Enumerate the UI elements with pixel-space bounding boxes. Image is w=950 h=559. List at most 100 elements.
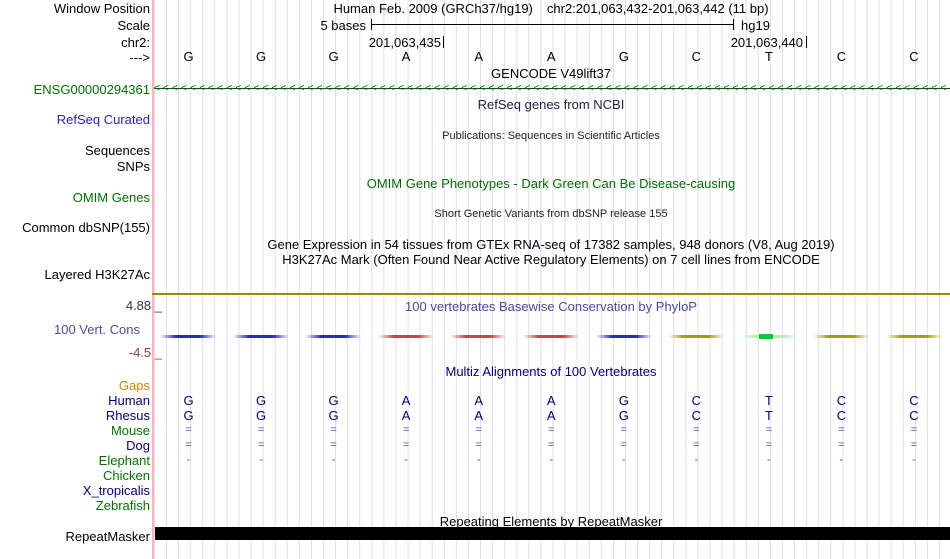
track-label-refseq-curated[interactable]: RefSeq Curated — [56, 112, 150, 127]
conservation-dash — [232, 335, 289, 338]
coordinate-tick-left — [443, 36, 444, 48]
base-letter: G — [255, 49, 267, 64]
track-left-edge-line — [152, 0, 154, 559]
species-label[interactable]: Rhesus — [105, 408, 150, 423]
alignment-cell: A — [401, 408, 411, 423]
base-letter: T — [764, 49, 773, 64]
alignment-cell: = — [765, 424, 773, 436]
alignment-cell: = — [475, 424, 482, 436]
alignment-cell: = — [257, 439, 265, 451]
alignment-cell: G — [183, 408, 194, 423]
label-window-position: Window Position — [53, 1, 150, 16]
alignment-cell: = — [838, 439, 845, 451]
alignment-cell: G — [618, 393, 629, 408]
track-label-omim-genes[interactable]: OMIM Genes — [72, 190, 150, 205]
alignment-cell: - — [767, 454, 771, 466]
species-label[interactable]: Human — [108, 393, 150, 408]
base-letter: G — [328, 49, 339, 64]
alignment-row-gaps[interactable]: Gaps — [0, 379, 950, 394]
track-title-refseq: RefSeq genes from NCBI — [477, 97, 625, 112]
alignment-cell: - — [476, 454, 481, 466]
base-letter: G — [618, 49, 629, 64]
alignment-cell: = — [257, 424, 265, 436]
conservation-min-value: -4.5 _ — [128, 345, 162, 360]
species-label[interactable]: Dog — [126, 438, 150, 453]
conservation-dash — [522, 335, 579, 338]
conservation-dash — [595, 335, 652, 338]
alignment-cell: = — [838, 424, 845, 436]
alignment-cell: = — [620, 439, 627, 451]
track-label-snps[interactable]: SNPs — [116, 159, 150, 174]
alignment-cell: - — [549, 454, 554, 466]
alignment-row-mouse[interactable]: Mouse = = = = = = = = = = = — [0, 424, 950, 439]
alignment-cell: A — [474, 408, 483, 423]
label-chromosome: chr2: — [121, 35, 150, 50]
scale-bar-line — [372, 24, 733, 25]
conservation-max-value: 4.88 _ — [125, 298, 162, 313]
alignment-cell: = — [620, 424, 627, 436]
alignment-row-x_tropicalis[interactable]: X_tropicalis — [0, 484, 950, 499]
alignment-cell: = — [693, 439, 700, 451]
alignment-cell: G — [255, 393, 267, 408]
track-label-gene-id[interactable]: ENSG00000294361 — [33, 82, 150, 97]
track-label-repeatmasker[interactable]: RepeatMasker — [65, 529, 150, 544]
species-label[interactable]: Chicken — [103, 468, 150, 483]
alignment-cell: G — [328, 408, 339, 423]
conservation-dash — [813, 335, 870, 338]
alignment-cell: G — [255, 408, 267, 423]
alignment-row-zebrafish[interactable]: Zebrafish — [0, 499, 950, 514]
base-letter: G — [183, 49, 194, 64]
track-title-repeatmasker: Repeating Elements by RepeatMasker — [439, 514, 663, 529]
base-letter: A — [401, 49, 411, 64]
alignment-cell: C — [836, 393, 847, 408]
alignment-cell: = — [548, 424, 555, 436]
gene-structure-line[interactable]: <<<<<<<<<<<<<<<<<<<<<<<<<<<<<<<<<<<<<<<<… — [154, 84, 950, 93]
track-title-gtex: Gene Expression in 54 tissues from GTEx … — [267, 237, 835, 252]
track-grid-background — [154, 0, 950, 559]
alignment-cell: = — [330, 424, 337, 436]
alignment-row-human[interactable]: Human G G G A A A G C T C C — [0, 394, 950, 409]
conservation-dash — [885, 335, 942, 338]
track-label-sequences[interactable]: Sequences — [84, 143, 150, 158]
species-label[interactable]: Elephant — [98, 453, 150, 468]
h3k27ac-baseline[interactable] — [152, 293, 950, 295]
assembly-name: Human Feb. 2009 (GRCh37/hg19) — [333, 1, 533, 16]
base-letter: C — [909, 49, 919, 64]
alignment-row-chicken[interactable]: Chicken — [0, 469, 950, 484]
species-label[interactable]: X_tropicalis — [82, 483, 150, 498]
alignment-cell: = — [910, 424, 918, 436]
alignment-row-elephant[interactable]: Elephant - - - - - - - - - - - — [0, 454, 950, 469]
alignment-cell: = — [402, 439, 410, 451]
alignment-row-dog[interactable]: Dog = = = = = = = = = = = — [0, 439, 950, 454]
alignment-cell: G — [328, 393, 339, 408]
track-label-layered-h3k27ac[interactable]: Layered H3K27Ac — [44, 267, 150, 282]
alignment-cell: = — [693, 424, 700, 436]
species-label[interactable]: Zebrafish — [95, 498, 150, 513]
base-letter: A — [474, 49, 483, 64]
alignment-cell: T — [764, 393, 773, 408]
alignment-cell: - — [186, 454, 191, 466]
alignment-cell: = — [185, 439, 192, 451]
alignment-cell: = — [402, 424, 410, 436]
species-label[interactable]: Mouse — [110, 423, 150, 438]
alignment-row-rhesus[interactable]: Rhesus G G G A A A G C T C C — [0, 409, 950, 424]
alignment-cell: C — [836, 408, 847, 423]
alignment-cell: C — [909, 393, 919, 408]
track-label-common-dbsnp[interactable]: Common dbSNP(155) — [22, 220, 150, 235]
track-label-100-vert-cons[interactable]: 100 Vert. Cons — [54, 322, 140, 337]
alignment-cell: = — [185, 424, 192, 436]
repeatmasker-bar[interactable] — [155, 527, 950, 540]
base-letter: C — [691, 49, 701, 64]
alignment-cell: = — [548, 439, 555, 451]
species-label[interactable]: Gaps — [118, 378, 150, 393]
track-title-gencode: GENCODE V49lift37 — [491, 66, 611, 81]
conservation-track[interactable] — [152, 334, 950, 341]
alignment-cell: - — [404, 454, 408, 466]
alignment-cell: = — [910, 439, 918, 451]
window-position-text: Human Feb. 2009 (GRCh37/hg19) chr2:201,06… — [152, 2, 950, 15]
alignment-cell: T — [764, 408, 773, 423]
track-title-phylop: 100 vertebrates Basewise Conservation by… — [405, 299, 697, 314]
base-letter: C — [836, 49, 847, 64]
alignment-cell: A — [546, 408, 556, 423]
